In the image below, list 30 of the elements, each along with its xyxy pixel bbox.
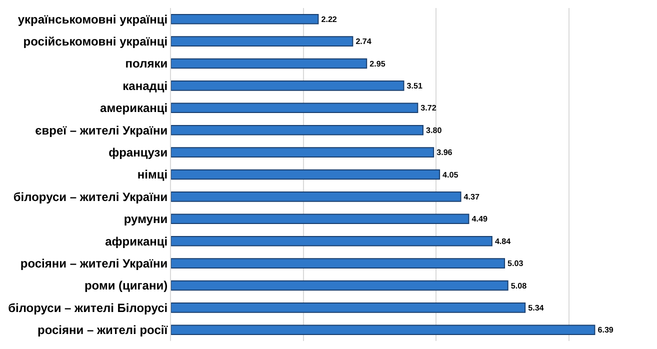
bar: [171, 36, 354, 46]
bar: [171, 124, 424, 136]
bar: [171, 302, 526, 313]
y-tick-label: євреї – жителі України: [35, 123, 168, 138]
y-tick-label: американці: [100, 101, 168, 116]
bar: [171, 258, 506, 268]
y-tick-label: африканці: [105, 234, 168, 248]
bar: [171, 80, 404, 91]
y-tick-label: білоруси – жителі Білорусі: [8, 300, 168, 315]
bar: [171, 102, 418, 114]
bar: [171, 14, 319, 24]
y-tick-label: французи: [108, 146, 168, 160]
y-tick-label: румуни: [124, 212, 168, 226]
bar: [171, 236, 492, 246]
y-tick-label: канадці: [122, 78, 168, 93]
y-tick-label: російськомовні українці: [23, 34, 168, 48]
y-tick-label: роми (цигани): [84, 278, 168, 293]
bar: [171, 280, 508, 291]
y-tick-label: росіяни – жителі України: [20, 256, 168, 270]
y-tick-label: німці: [137, 168, 168, 182]
bar: [171, 192, 462, 202]
y-tick-label: українськомовні українці: [18, 12, 168, 26]
y-tick-label: росіяни – жителі росії: [38, 323, 168, 338]
bar: [171, 169, 440, 180]
bar: [171, 147, 434, 158]
bar: [171, 58, 368, 69]
y-tick-label: поляки: [125, 56, 168, 71]
bar: [171, 214, 470, 224]
y-tick-label: білоруси – жителі України: [13, 190, 168, 204]
bar: [171, 324, 596, 336]
